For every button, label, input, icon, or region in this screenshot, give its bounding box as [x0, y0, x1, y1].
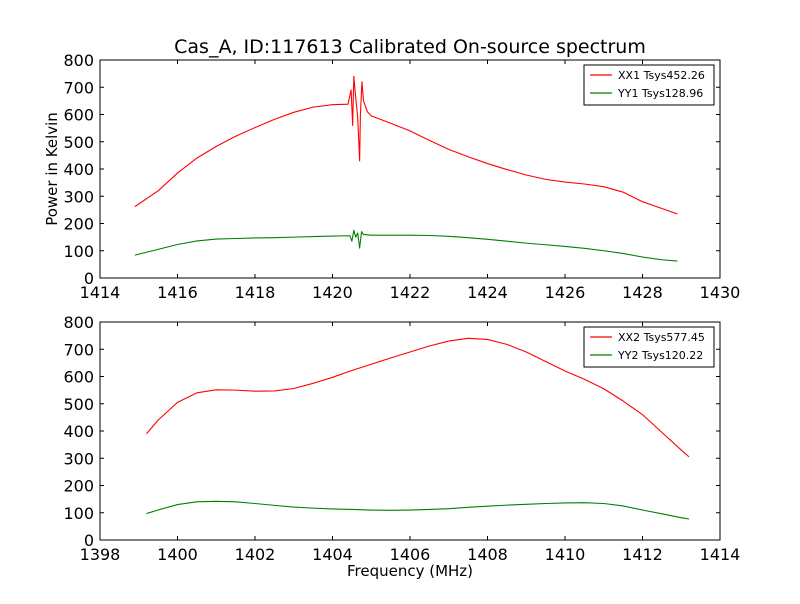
bottom-legend-box	[583, 326, 715, 368]
top-x-tick-label: 1422	[390, 283, 431, 302]
bottom-y-tick-label: 500	[63, 395, 94, 414]
top-y-tick-label: 800	[63, 51, 94, 70]
bottom-y-tick-label: 600	[63, 368, 94, 387]
bottom-x-tick-label: 1406	[390, 545, 431, 564]
bottom-series-line-2	[146, 500, 690, 520]
top-y-tick-label: 100	[63, 242, 94, 261]
top-legend-label-2: YY1 Tsys128.96	[617, 87, 703, 100]
top-y-tick-label: 600	[63, 106, 94, 125]
top-series-line-1	[134, 75, 678, 215]
top-x-tick-label: 1414	[80, 283, 121, 302]
bottom-x-tick-label: 1398	[80, 545, 121, 564]
bottom-x-tick-label: 1404	[312, 545, 353, 564]
top-legend-box	[583, 64, 715, 106]
bottom-plot-panel: 1398 1400 1402 1404 1406 1408 1410 1412 1414 0 100…	[63, 313, 740, 564]
bottom-x-tick-label: 1402	[235, 545, 276, 564]
top-legend: XX1 Tsys452.26 YY1 Tsys128.96	[583, 64, 715, 106]
bottom-y-tick-label: 800	[63, 313, 94, 332]
bottom-legend-label-2: YY2 Tsys120.22	[617, 349, 703, 362]
chart-title: Cas_A, ID:117613 Calibrated On-source sp…	[174, 36, 646, 58]
top-x-tick-label: 1428	[622, 283, 663, 302]
top-x-tick-label: 1424	[467, 283, 508, 302]
bottom-legend: XX2 Tsys577.45 YY2 Tsys120.22	[583, 326, 715, 368]
bottom-series-line-1	[146, 337, 690, 458]
top-legend-label-1: XX1 Tsys452.26	[618, 69, 705, 82]
top-y-tick-label: 300	[63, 187, 94, 206]
top-y-tick-label: 400	[63, 160, 94, 179]
bottom-x-tick-label: 1408	[467, 545, 508, 564]
bottom-x-tick-label: 1414	[700, 545, 741, 564]
bottom-y-tick-label: 300	[63, 449, 94, 468]
top-x-tick-label: 1418	[235, 283, 276, 302]
top-y-tick-label: 200	[63, 215, 94, 234]
top-x-tick-label: 1426	[545, 283, 586, 302]
bottom-legend-label-1: XX2 Tsys577.45	[618, 331, 705, 344]
top-y-tick-label: 700	[63, 78, 94, 97]
top-y-tick-label: 500	[63, 133, 94, 152]
top-x-tick-label: 1430	[700, 283, 741, 302]
x-axis-title: Frequency (MHz)	[347, 562, 473, 580]
y-axis-title: Power in Kelvin	[43, 112, 61, 226]
top-series-line-2	[134, 229, 678, 262]
bottom-y-tick-label: 700	[63, 340, 94, 359]
bottom-y-tick-label: 200	[63, 477, 94, 496]
top-x-tick-label: 1420	[312, 283, 353, 302]
top-x-tick-label: 1416	[157, 283, 198, 302]
bottom-x-tick-label: 1400	[157, 545, 198, 564]
bottom-x-tick-label: 1412	[622, 545, 663, 564]
bottom-y-tick-label: 400	[63, 422, 94, 441]
bottom-x-tick-label: 1410	[545, 545, 586, 564]
top-y-tick-label: 0	[84, 269, 94, 288]
bottom-y-tick-label: 0	[84, 531, 94, 550]
bottom-y-tick-label: 100	[63, 504, 94, 523]
top-plot-panel: 1414 1416 1418 1420 1422 1424 1426 1428 1430 0 100…	[63, 51, 740, 302]
